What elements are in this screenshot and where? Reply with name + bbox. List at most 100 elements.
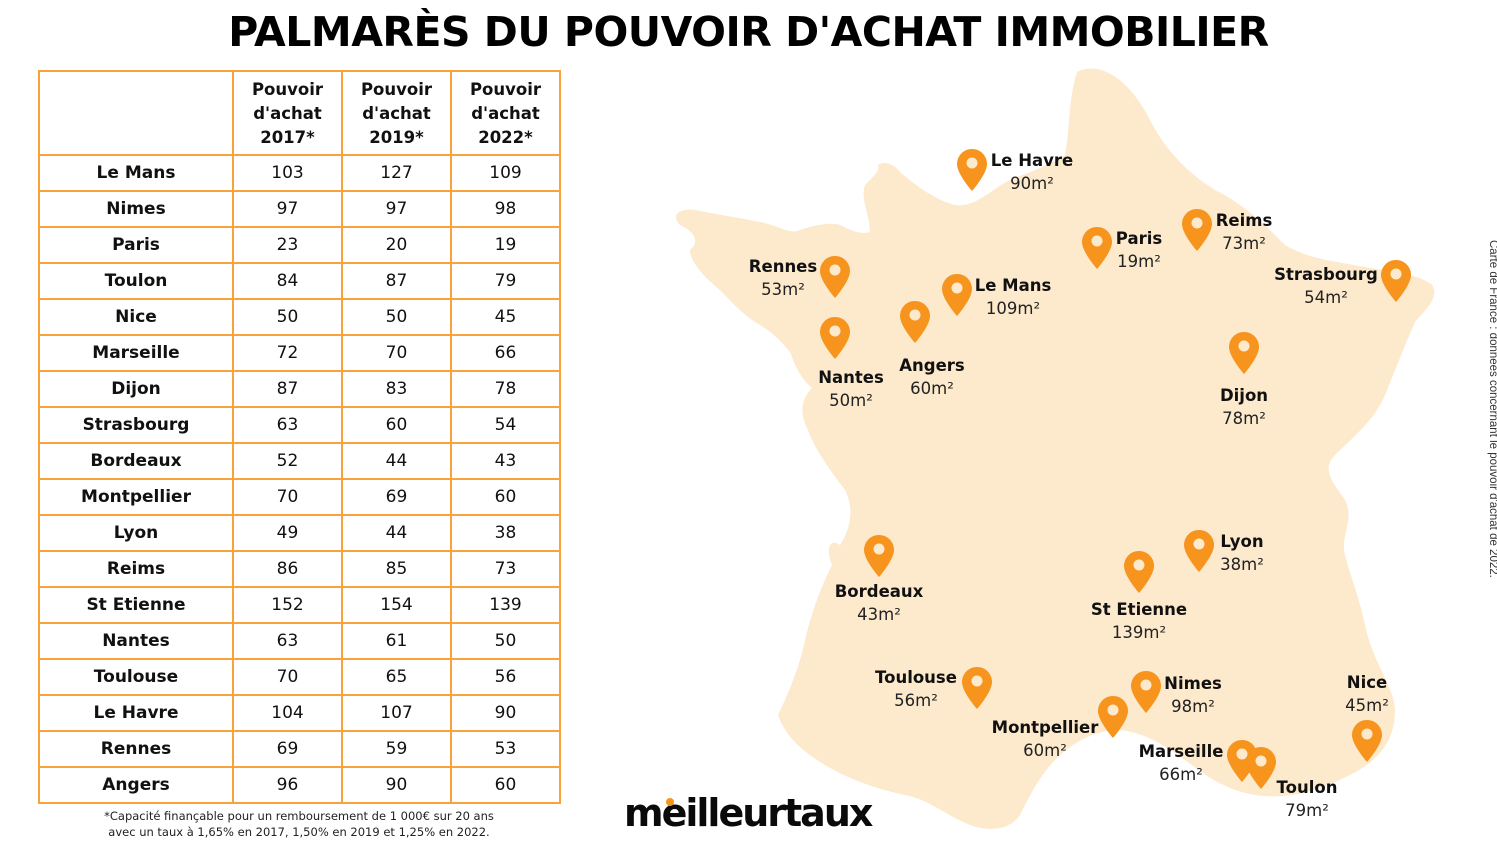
city-label-toulouse: Toulouse 56m² [875, 667, 957, 713]
value-2019-cell: 50 [341, 298, 452, 336]
value-2019-cell: 69 [341, 478, 452, 516]
city-name: St Etienne [1090, 600, 1188, 619]
city-label-rennes: Rennes 53m² [749, 256, 817, 302]
table-row: Nantes 63 61 50 [38, 622, 561, 660]
value-2019-cell: 60 [341, 406, 452, 444]
city-cell: Nimes [38, 190, 234, 228]
value-2022-cell: 54 [450, 406, 561, 444]
value-2019-cell: 83 [341, 370, 452, 408]
map-pin-icon [1228, 331, 1260, 375]
footnote-line-2: avec un taux à 1,65% en 2017, 1,50% en 2… [108, 825, 490, 839]
table-header-city [38, 70, 234, 156]
city-name: Toulouse [875, 668, 957, 687]
value-2017-cell: 52 [232, 442, 343, 480]
table-row: Rennes 69 59 53 [38, 730, 561, 768]
value-2022-cell: 98 [450, 190, 561, 228]
city-cell: Le Mans [38, 154, 234, 192]
table-row: Dijon 87 83 78 [38, 370, 561, 408]
city-cell: Angers [38, 766, 234, 804]
value-2019-cell: 44 [341, 514, 452, 552]
value-2019-cell: 70 [341, 334, 452, 372]
city-label-nimes: Nimes 98m² [1164, 673, 1222, 719]
value-2017-cell: 70 [232, 658, 343, 696]
city-cell: Strasbourg [38, 406, 234, 444]
map-pin-icon [899, 300, 931, 344]
city-cell: Bordeaux [38, 442, 234, 480]
value-2022-cell: 38 [450, 514, 561, 552]
city-area-value: 60m² [910, 379, 954, 398]
page-title: PALMARÈS DU POUVOIR D'ACHAT IMMOBILIER [228, 8, 1269, 56]
city-label-le-mans: Le Mans 109m² [975, 275, 1052, 321]
table-header-2017: Pouvoir d'achat 2017* [232, 70, 343, 156]
city-name: Montpellier [991, 718, 1099, 737]
city-name: Marseille [1138, 742, 1224, 761]
table-row: Reims 86 85 73 [38, 550, 561, 588]
value-2019-cell: 59 [341, 730, 452, 768]
value-2019-cell: 20 [341, 226, 452, 264]
value-2019-cell: 107 [341, 694, 452, 732]
value-2022-cell: 66 [450, 334, 561, 372]
value-2022-cell: 73 [450, 550, 561, 588]
footnote-line-1: *Capacité finançable pour un rembourseme… [104, 809, 494, 823]
city-cell: Marseille [38, 334, 234, 372]
table-row: Strasbourg 63 60 54 [38, 406, 561, 444]
city-label-marseille: Marseille 66m² [1139, 741, 1224, 787]
value-2022-cell: 53 [450, 730, 561, 768]
city-name: Dijon [1219, 386, 1269, 405]
map-pin-icon [961, 666, 993, 710]
city-label-reims: Reims 73m² [1216, 210, 1273, 256]
map-pin-icon [1380, 259, 1412, 303]
city-area-value: 66m² [1159, 765, 1203, 784]
table-row: Montpellier 70 69 60 [38, 478, 561, 516]
value-2017-cell: 97 [232, 190, 343, 228]
city-name: Le Mans [974, 276, 1052, 295]
city-label-le-havre: Le Havre 90m² [991, 150, 1073, 196]
value-2022-cell: 50 [450, 622, 561, 660]
map-pin-icon [1123, 550, 1155, 594]
city-name: Rennes [748, 257, 818, 276]
city-name: Strasbourg [1274, 265, 1378, 284]
value-2017-cell: 63 [232, 406, 343, 444]
city-name: Le Havre [990, 151, 1074, 170]
map-pin-icon [1130, 670, 1162, 714]
city-label-angers: Angers 60m² [899, 355, 964, 401]
table-row: Lyon 49 44 38 [38, 514, 561, 552]
value-2017-cell: 70 [232, 478, 343, 516]
header-line: d'achat [253, 104, 322, 123]
value-2022-cell: 56 [450, 658, 561, 696]
value-2022-cell: 19 [450, 226, 561, 264]
meilleurtaux-logo: meilleurtaux [624, 791, 873, 835]
value-2019-cell: 65 [341, 658, 452, 696]
city-label-lyon: Lyon 38m² [1220, 531, 1264, 577]
city-name: Nantes [818, 368, 884, 387]
value-2017-cell: 72 [232, 334, 343, 372]
table-header-2022: Pouvoir d'achat 2022* [450, 70, 561, 156]
value-2019-cell: 90 [341, 766, 452, 804]
value-2017-cell: 104 [232, 694, 343, 732]
city-area-value: 109m² [985, 299, 1041, 318]
value-2019-cell: 97 [341, 190, 452, 228]
city-name: Angers [899, 356, 965, 375]
city-cell: Dijon [38, 370, 234, 408]
city-area-value: 79m² [1285, 801, 1329, 820]
city-area-value: 53m² [761, 280, 805, 299]
city-label-dijon: Dijon 78m² [1220, 385, 1268, 431]
value-2017-cell: 49 [232, 514, 343, 552]
map-pin-icon [1081, 226, 1113, 270]
footnote: *Capacité finançable pour un rembourseme… [38, 808, 560, 840]
value-2017-cell: 87 [232, 370, 343, 408]
france-map-outline [675, 68, 1435, 829]
value-2022-cell: 90 [450, 694, 561, 732]
city-cell: Nice [38, 298, 234, 336]
value-2019-cell: 44 [341, 442, 452, 480]
table-row: Bordeaux 52 44 43 [38, 442, 561, 480]
value-2022-cell: 60 [450, 478, 561, 516]
map-pin-icon [1181, 208, 1213, 252]
table-row: Toulouse 70 65 56 [38, 658, 561, 696]
city-cell: Rennes [38, 730, 234, 768]
value-2019-cell: 61 [341, 622, 452, 660]
value-2022-cell: 45 [450, 298, 561, 336]
city-name: Paris [1115, 229, 1163, 248]
value-2017-cell: 69 [232, 730, 343, 768]
table-row: Angers 96 90 60 [38, 766, 561, 804]
